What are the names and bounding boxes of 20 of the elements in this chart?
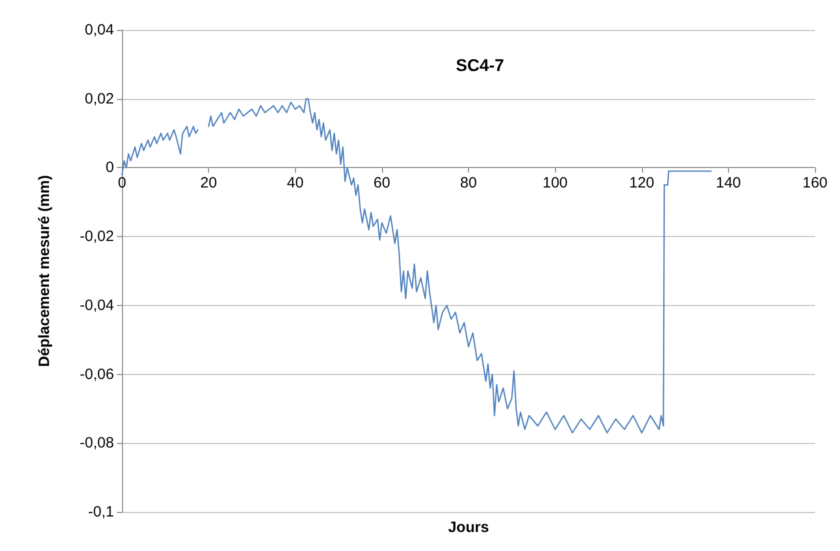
x-tick-label: 100: [542, 174, 568, 192]
x-axis-title: Jours: [448, 519, 489, 536]
y-axis-title: Déplacement mesuré (mm): [36, 175, 53, 367]
x-tick-label: 0: [118, 174, 126, 192]
y-tick-label: 0,02: [84, 90, 114, 108]
y-tick-label: 0: [106, 159, 114, 176]
y-tick-label: 0,04: [84, 22, 114, 38]
x-tick-label: 20: [200, 174, 217, 192]
x-tick-label: 40: [286, 174, 304, 192]
x-tick-label: 60: [374, 174, 390, 192]
y-tick-label: -0,08: [80, 434, 114, 452]
x-tick-label: 120: [629, 174, 654, 192]
x-tick-label: 80: [460, 174, 477, 192]
y-tick-label: -0,02: [80, 228, 114, 246]
y-tick-label: -0,04: [80, 296, 114, 314]
y-tick-label: -0,1: [88, 504, 114, 520]
x-tick-label: 140: [716, 174, 741, 192]
y-tick-label: -0,06: [80, 366, 114, 383]
text: SC4-7: [456, 56, 504, 75]
x-tick-label: 160: [802, 174, 828, 192]
